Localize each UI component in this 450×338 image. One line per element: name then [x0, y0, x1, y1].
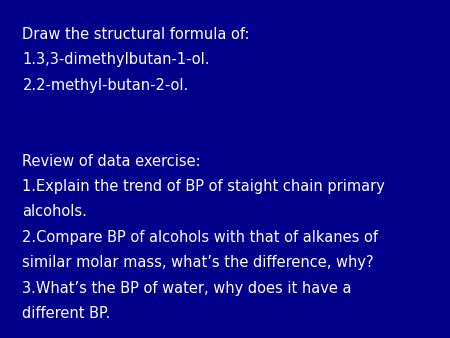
Text: Review of data exercise:: Review of data exercise:: [22, 154, 201, 169]
Text: 1.3,3-dimethylbutan-1-ol.: 1.3,3-dimethylbutan-1-ol.: [22, 52, 210, 67]
Text: similar molar mass, what’s the difference, why?: similar molar mass, what’s the differenc…: [22, 255, 374, 270]
Text: different BP.: different BP.: [22, 306, 111, 321]
Text: alcohols.: alcohols.: [22, 204, 87, 219]
Text: 3.What’s the BP of water, why does it have a: 3.What’s the BP of water, why does it ha…: [22, 281, 352, 295]
Text: 1.Explain the trend of BP of staight chain primary: 1.Explain the trend of BP of staight cha…: [22, 179, 385, 194]
Text: Draw the structural formula of:: Draw the structural formula of:: [22, 27, 250, 42]
Text: 2.2-methyl-butan-2-ol.: 2.2-methyl-butan-2-ol.: [22, 78, 189, 93]
Text: 2.Compare BP of alcohols with that of alkanes of: 2.Compare BP of alcohols with that of al…: [22, 230, 378, 245]
